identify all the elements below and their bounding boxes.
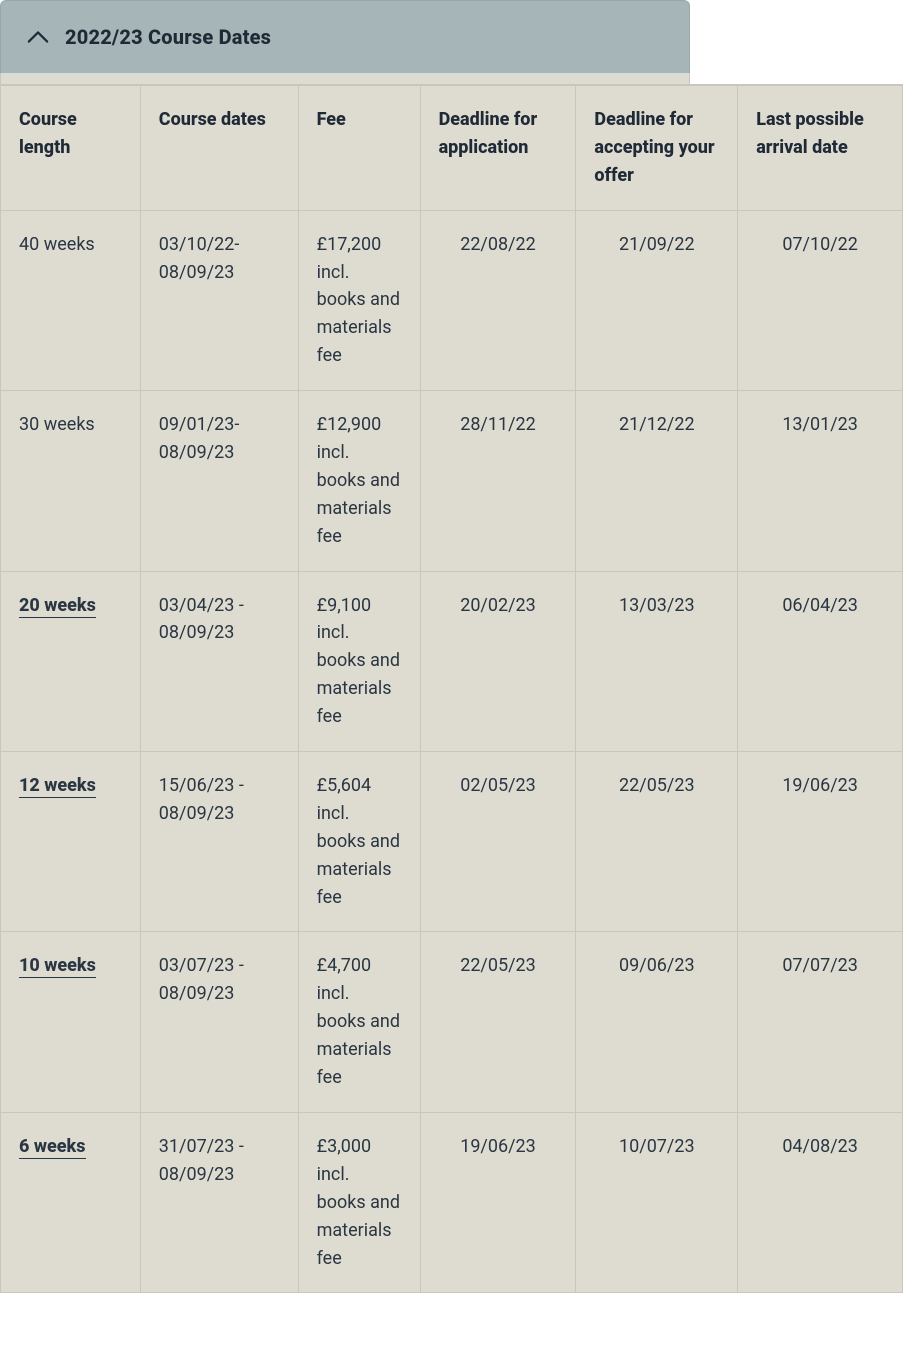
cell-course-length: 6 weeks — [1, 1112, 141, 1292]
cell-deadline-app: 19/06/23 — [420, 1112, 576, 1292]
col-header-fee: Fee — [298, 86, 420, 211]
table-header-row: Course length Course dates Fee Deadline … — [1, 86, 903, 211]
table-row: 6 weeks 31/07/23 - 08/09/23£3,000 incl. b… — [1, 1112, 903, 1292]
cell-deadline-offer: 22/05/23 — [576, 752, 738, 932]
course-length-link[interactable]: 20 weeks — [19, 595, 96, 618]
cell-last-arrival: 07/07/23 — [738, 932, 903, 1112]
accordion-title: 2022/23 Course Dates — [65, 25, 271, 49]
cell-deadline-app: 20/02/23 — [420, 571, 576, 751]
cell-course-dates: 15/06/23 - 08/09/23 — [140, 752, 298, 932]
cell-course-dates: 09/01/23-08/09/23 — [140, 391, 298, 571]
course-dates-table: Course length Course dates Fee Deadline … — [0, 85, 903, 1293]
cell-deadline-app: 22/08/22 — [420, 210, 576, 390]
cell-course-length: 30 weeks — [1, 391, 141, 571]
accordion-header[interactable]: 2022/23 Course Dates — [0, 0, 690, 73]
cell-deadline-app: 28/11/22 — [420, 391, 576, 571]
table-row: 10 weeks 03/07/23 - 08/09/23£4,700 incl. … — [1, 932, 903, 1112]
cell-course-length: 20 weeks — [1, 571, 141, 751]
cell-course-dates: 31/07/23 - 08/09/23 — [140, 1112, 298, 1292]
cell-fee: £9,100 incl. books and materials fee — [298, 571, 420, 751]
accordion-gap — [0, 73, 690, 84]
table-row: 12 weeks 15/06/23 - 08/09/23£5,604 incl. … — [1, 752, 903, 932]
cell-fee: £5,604 incl. books and materials fee — [298, 752, 420, 932]
course-length-link[interactable]: 6 weeks — [19, 1136, 86, 1159]
cell-fee: £12,900 incl. books and materials fee — [298, 391, 420, 571]
chevron-up-icon — [27, 30, 49, 44]
cell-deadline-app: 02/05/23 — [420, 752, 576, 932]
cell-course-dates: 03/10/22-08/09/23 — [140, 210, 298, 390]
cell-last-arrival: 06/04/23 — [738, 571, 903, 751]
course-length-link[interactable]: 10 weeks — [19, 955, 96, 978]
table-row: 30 weeks09/01/23-08/09/23£12,900 incl. b… — [1, 391, 903, 571]
cell-fee: £3,000 incl. books and materials fee — [298, 1112, 420, 1292]
cell-course-length: 12 weeks — [1, 752, 141, 932]
table-head: Course length Course dates Fee Deadline … — [1, 86, 903, 211]
col-header-last-arrival: Last possible arrival date — [738, 86, 903, 211]
col-header-course-length: Course length — [1, 86, 141, 211]
table-wrap: Course length Course dates Fee Deadline … — [0, 84, 903, 1293]
cell-last-arrival: 19/06/23 — [738, 752, 903, 932]
cell-last-arrival: 04/08/23 — [738, 1112, 903, 1292]
table-body: 40 weeks03/10/22-08/09/23£17,200 incl. b… — [1, 210, 903, 1293]
cell-deadline-offer: 21/12/22 — [576, 391, 738, 571]
page: 2022/23 Course Dates Course length Cours… — [0, 0, 916, 1293]
cell-last-arrival: 07/10/22 — [738, 210, 903, 390]
cell-course-dates: 03/07/23 - 08/09/23 — [140, 932, 298, 1112]
course-length-link[interactable]: 12 weeks — [19, 775, 96, 798]
cell-deadline-offer: 21/09/22 — [576, 210, 738, 390]
cell-deadline-offer: 13/03/23 — [576, 571, 738, 751]
col-header-deadline-app: Deadline for application — [420, 86, 576, 211]
cell-fee: £17,200 incl. books and materials fee — [298, 210, 420, 390]
cell-last-arrival: 13/01/23 — [738, 391, 903, 571]
col-header-course-dates: Course dates — [140, 86, 298, 211]
cell-deadline-offer: 09/06/23 — [576, 932, 738, 1112]
cell-fee: £4,700 incl. books and materials fee — [298, 932, 420, 1112]
table-row: 20 weeks 03/04/23 - 08/09/23£9,100 incl. … — [1, 571, 903, 751]
table-row: 40 weeks03/10/22-08/09/23£17,200 incl. b… — [1, 210, 903, 390]
cell-deadline-offer: 10/07/23 — [576, 1112, 738, 1292]
cell-course-length: 10 weeks — [1, 932, 141, 1112]
cell-deadline-app: 22/05/23 — [420, 932, 576, 1112]
col-header-deadline-offer: Deadline for accepting your offer — [576, 86, 738, 211]
cell-course-dates: 03/04/23 - 08/09/23 — [140, 571, 298, 751]
cell-course-length: 40 weeks — [1, 210, 141, 390]
